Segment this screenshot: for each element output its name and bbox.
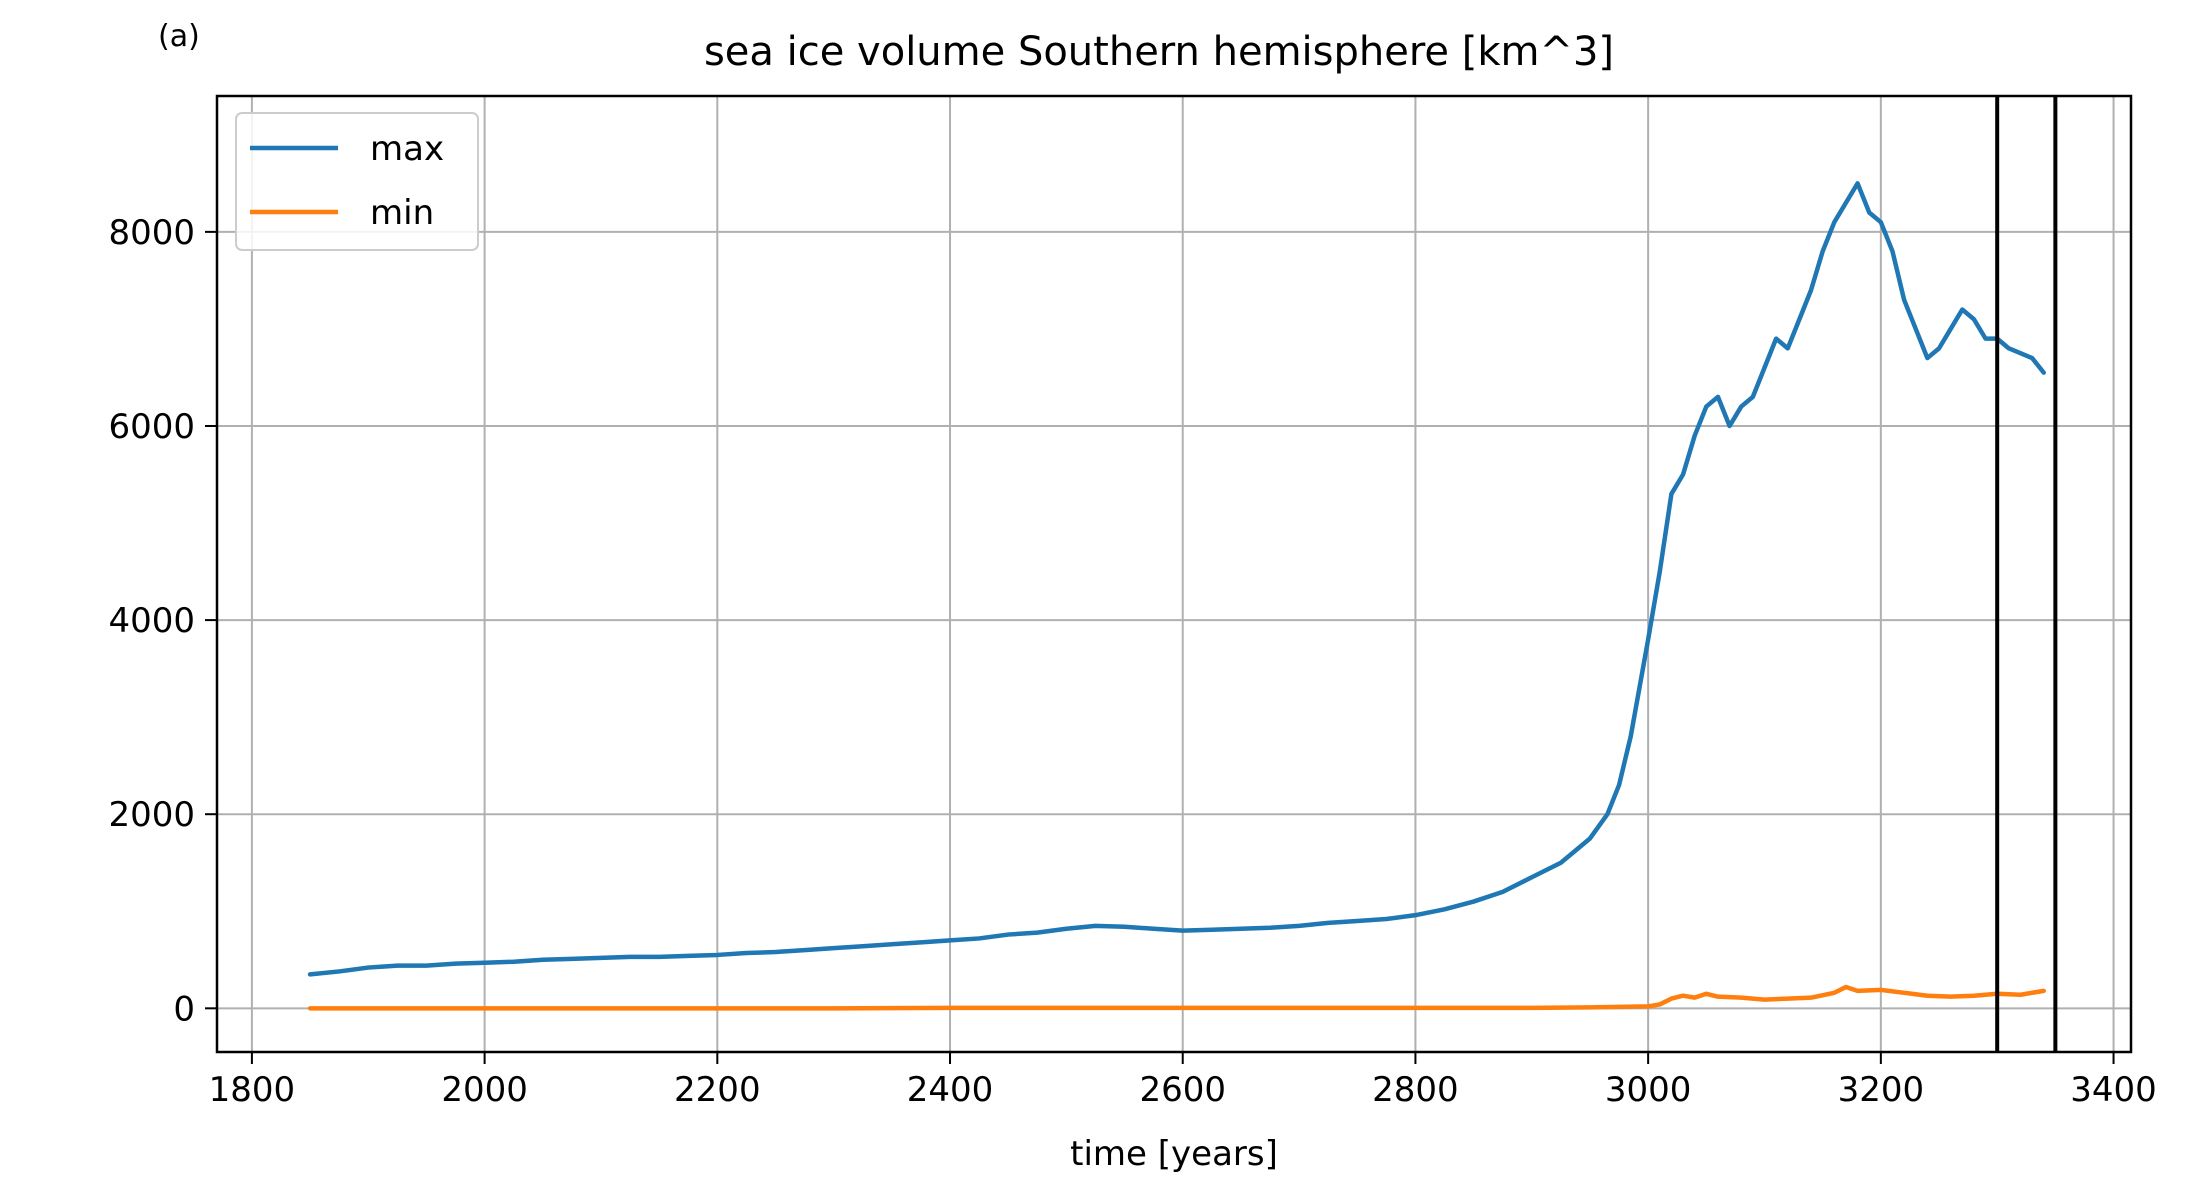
x-tick-label-3200: 3200 (1838, 1070, 1925, 1110)
vertical-marker-lines (1995, 96, 2058, 1052)
y-tick-label-2000: 2000 (108, 795, 195, 835)
x-tick-label-2000: 2000 (441, 1070, 528, 1110)
x-tick-label-3000: 3000 (1605, 1070, 1692, 1110)
axis-ticks: 1800 2000 2200 2400 2600 2800 3000 3200 3400 0 200… (108, 213, 2156, 1110)
x-tick-label-2200: 2200 (674, 1070, 761, 1110)
y-tick-label-8000: 8000 (108, 213, 195, 253)
y-tick-label-0: 0 (173, 989, 195, 1029)
legend-label-min: min (370, 193, 434, 233)
series-line-max (307, 181, 2046, 977)
plot-frame (215, 94, 2133, 1054)
x-axis-label: time [years] (1070, 1134, 1278, 1174)
y-tick-label-4000: 4000 (108, 601, 195, 641)
chart-title: sea ice volume Southern hemisphere [km^3… (704, 29, 1614, 75)
x-tick-label-1800: 1800 (209, 1070, 296, 1110)
legend: max min (235, 112, 479, 251)
series-line-min (307, 984, 2046, 1011)
series-lines (307, 181, 2046, 1011)
legend-label-max: max (370, 129, 444, 169)
y-tick-label-6000: 6000 (108, 407, 195, 447)
x-tick-label-2800: 2800 (1372, 1070, 1459, 1110)
x-tick-label-3400: 3400 (2070, 1070, 2157, 1110)
x-tick-label-2600: 2600 (1139, 1070, 1226, 1110)
x-tick-label-2400: 2400 (907, 1070, 994, 1110)
panel-label: (a) (158, 19, 200, 54)
